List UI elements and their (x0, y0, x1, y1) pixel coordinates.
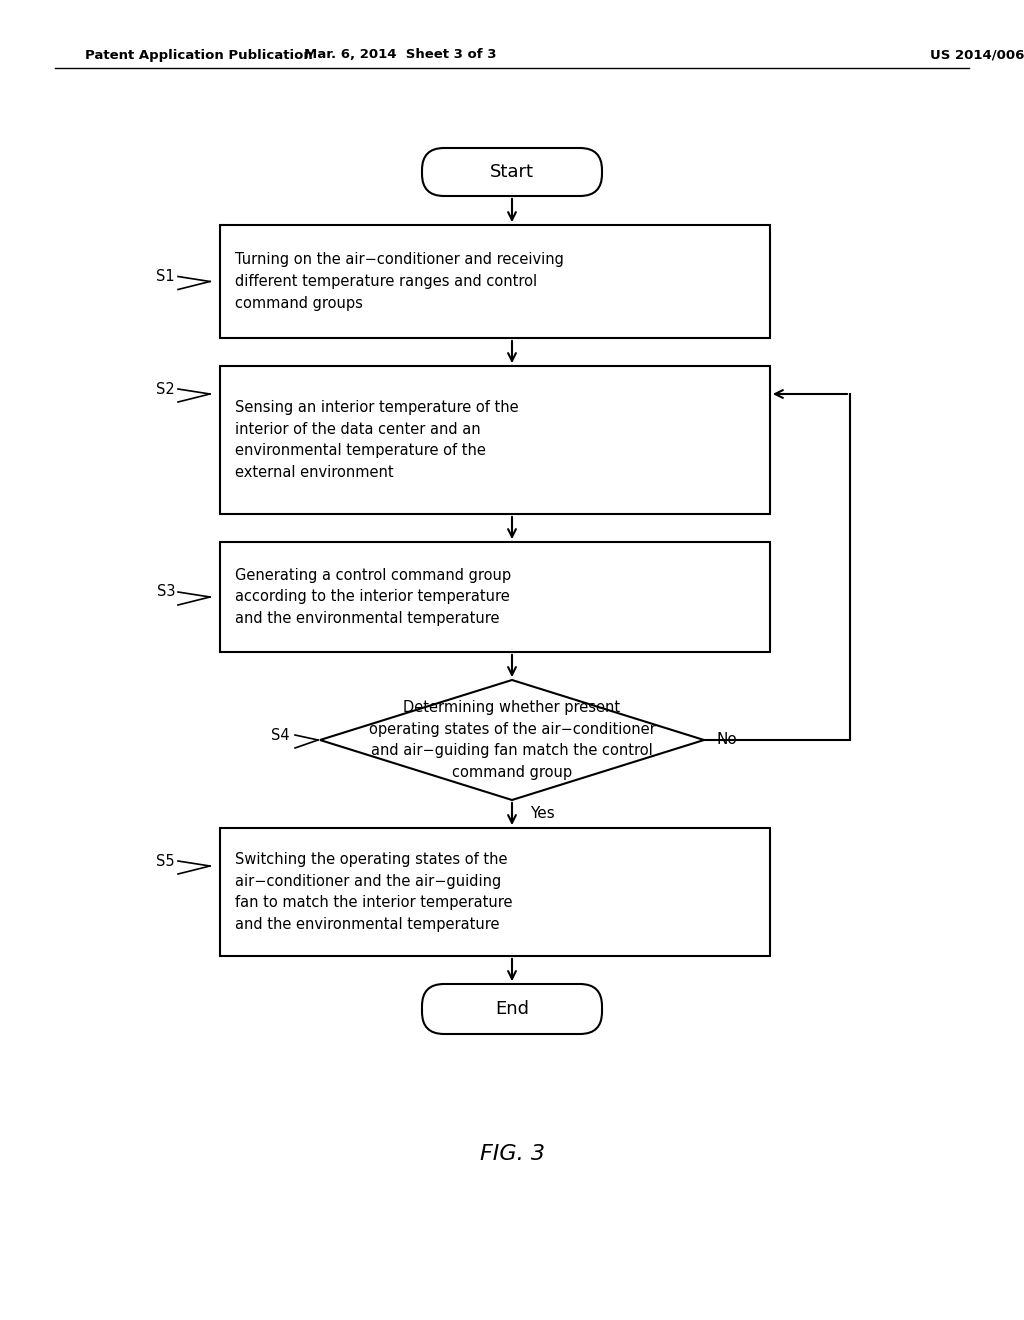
Text: S1: S1 (157, 269, 175, 284)
Bar (220, 543, 770, 652)
Text: S4: S4 (271, 727, 290, 742)
Text: US 2014/0064916 A1: US 2014/0064916 A1 (930, 49, 1024, 62)
Text: S3: S3 (157, 585, 175, 599)
Text: Mar. 6, 2014  Sheet 3 of 3: Mar. 6, 2014 Sheet 3 of 3 (304, 49, 497, 62)
Text: FIG. 3: FIG. 3 (479, 1144, 545, 1164)
Text: S2: S2 (157, 381, 175, 396)
Text: Turning on the air−conditioner and receiving
different temperature ranges and co: Turning on the air−conditioner and recei… (234, 252, 564, 310)
Text: End: End (495, 1001, 529, 1018)
Text: Patent Application Publication: Patent Application Publication (85, 49, 312, 62)
Text: No: No (716, 733, 736, 747)
FancyBboxPatch shape (422, 148, 602, 195)
Text: Switching the operating states of the
air−conditioner and the air−guiding
fan to: Switching the operating states of the ai… (234, 853, 512, 932)
Bar (220, 828, 770, 956)
Polygon shape (319, 680, 705, 800)
Text: S5: S5 (157, 854, 175, 869)
Text: Yes: Yes (530, 807, 555, 821)
Bar (220, 224, 770, 338)
Text: Generating a control command group
according to the interior temperature
and the: Generating a control command group accor… (234, 568, 511, 626)
FancyBboxPatch shape (422, 983, 602, 1034)
Text: Determining whether present
operating states of the air−conditioner
and air−guid: Determining whether present operating st… (369, 700, 655, 780)
Text: Start: Start (490, 162, 534, 181)
Text: Sensing an interior temperature of the
interior of the data center and an
enviro: Sensing an interior temperature of the i… (234, 400, 518, 480)
Bar (220, 366, 770, 513)
